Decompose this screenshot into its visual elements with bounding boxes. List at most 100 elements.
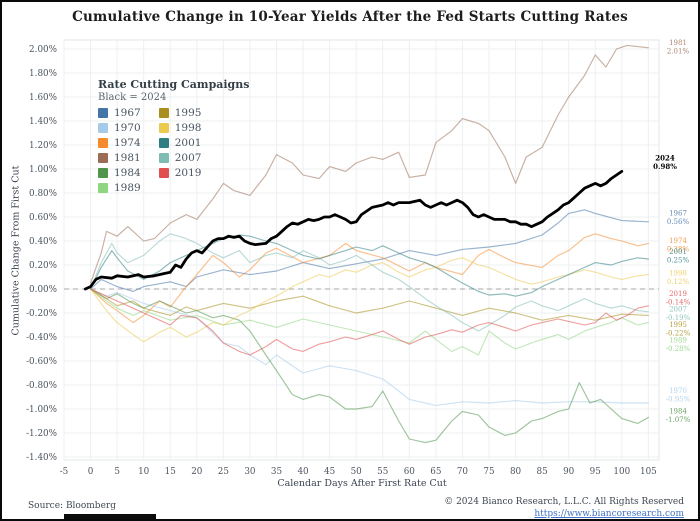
legend-item-1974: 1974 [98,137,141,149]
legend-swatch-2001 [158,138,169,148]
end-label-1970: -0.95% [666,396,691,404]
end-label-2024: 2024 [655,153,675,162]
x-tick-label: 105 [640,467,657,477]
legend-item-2001: 2001 [158,137,202,149]
x-tick-label: 90 [563,467,575,477]
end-label-1995: 1995 [669,321,687,329]
bianco-research-link[interactable]: https://www.biancoresearch.com [534,509,684,520]
legend-item-1981: 1981 [98,152,141,164]
chart-legend: Rate Cutting Campaigns Black = 2024 1967… [98,78,268,194]
x-tick-label: 80 [510,467,522,477]
x-tick-label: 45 [324,467,335,477]
y-tick-label: 1.40% [29,117,57,127]
series-line-1967 [90,209,649,292]
end-label-2001: 0.25% [667,256,690,264]
series-line-1970 [90,288,649,406]
x-tick-label: 70 [457,467,469,477]
legend-subtitle: Black = 2024 [98,92,167,103]
legend-label: 1989 [114,182,141,194]
y-tick-label: 0.40% [29,237,57,247]
legend-item-1984: 1984 [98,167,141,179]
x-tick-label: 0 [88,467,94,477]
y-tick-label: 0.80% [29,189,57,199]
source-note: Source: Bloomberg [28,501,116,511]
y-tick-label: -1.20% [26,429,57,439]
end-label-1995: -0.22% [666,330,691,338]
y-tick-label: 1.60% [29,93,57,103]
legend-item-2007: 2007 [158,152,201,164]
series-line-1974 [90,233,649,324]
x-tick-label: 15 [165,467,176,477]
end-label-1998: 1998 [669,270,687,278]
y-tick-label: 1.00% [29,165,57,175]
end-label-2019: -0.14% [666,298,691,306]
end-label-1984: 1984 [669,408,687,416]
end-label-2007: 2007 [669,306,687,314]
x-tick-label: 65 [430,467,441,477]
legend-swatch-2019 [158,168,169,178]
legend-item-1995: 1995 [158,107,202,119]
legend-label: 1984 [114,167,141,179]
x-tick-label: 100 [613,467,630,477]
copyright-block: © 2024 Bianco Research, L.L.C. All Right… [444,496,684,520]
y-tick-label: -0.80% [26,381,57,391]
end-label-1974: 1974 [669,237,687,245]
legend-title: Rate Cutting Campaigns [98,78,250,91]
y-tick-label: 1.20% [29,141,57,151]
legend-item-1998: 1998 [158,122,201,134]
legend-label: 1967 [114,107,141,119]
x-tick-label: 10 [138,467,150,477]
legend-item-2019: 2019 [158,167,202,179]
x-tick-label: 5 [114,467,120,477]
x-axis-title: Calendar Days After First Rate Cut [277,478,447,489]
legend-label: 1981 [114,152,141,164]
legend-swatch-1981 [98,153,108,163]
end-label-1998: 0.12% [667,278,690,286]
x-tick-label: 55 [377,467,388,477]
chart-title: Cumulative Change in 10-Year Yields Afte… [72,9,628,25]
x-tick-label: 75 [483,467,494,477]
legend-label: 2001 [174,137,202,149]
end-label-1974: 0.38% [667,246,690,254]
y-tick-label: 0.20% [29,261,57,271]
end-label-2024: 0.98% [653,162,677,171]
legend-label: 1970 [114,122,141,134]
legend-column-2: 1995 1998 2001 2007 2019 [158,107,202,194]
series-line-2007 [90,233,649,332]
end-label-2019: 2019 [669,290,687,298]
y-tick-label: 0.00% [29,285,57,295]
legend-swatch-1967 [98,108,108,118]
legend-label: 1974 [114,137,141,149]
x-tick-label: -5 [60,467,69,477]
legend-swatch-1984 [98,168,108,178]
end-label-2001: 2001 [669,248,687,256]
legend-column-1: 1967 1970 1974 1981 1984 1989 [98,107,141,194]
end-label-1970: 1970 [669,387,687,395]
legend-swatch-1995 [158,108,169,118]
x-tick-label: 85 [537,467,548,477]
x-tick-label: 35 [271,467,282,477]
x-tick-label: 60 [404,467,416,477]
legend-label: 1995 [174,107,202,119]
y-axis-title: Cumulative Change From First Cut [10,165,22,336]
y-tick-label: -0.20% [26,309,57,319]
legend-swatch-1970 [98,123,108,133]
x-tick-label: 30 [244,467,256,477]
series-line-1984 [90,288,649,444]
x-tick-label: 20 [191,467,203,477]
y-tick-label: 2.00% [29,45,57,55]
series-line-2001 [90,234,649,297]
series-line-1995 [90,288,649,321]
legend-item-1967: 1967 [98,107,141,119]
end-label-1984: -1.07% [666,416,691,424]
end-label-1967: 1967 [669,210,687,218]
legend-item-1989: 1989 [98,182,141,194]
series-line-1989 [90,288,649,356]
x-tick-label: 50 [351,467,363,477]
y-tick-label: -1.00% [26,405,57,415]
legend-swatch-1989 [98,183,108,193]
legend-label: 2019 [174,167,202,179]
y-tick-label: 0.60% [29,213,57,223]
